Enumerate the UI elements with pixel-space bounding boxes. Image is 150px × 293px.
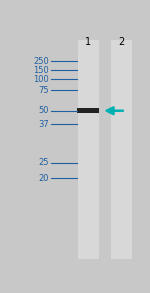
Bar [78,40,99,258]
Bar [77,108,99,113]
Text: 50: 50 [38,106,49,115]
Text: 250: 250 [33,57,49,66]
Text: 25: 25 [38,158,49,167]
Text: 1: 1 [85,38,91,47]
Text: 20: 20 [38,174,49,183]
Bar [111,40,132,258]
Text: 37: 37 [38,120,49,129]
Text: 2: 2 [118,38,124,47]
Text: 100: 100 [33,75,49,84]
Text: 75: 75 [38,86,49,95]
Text: 150: 150 [33,66,49,75]
